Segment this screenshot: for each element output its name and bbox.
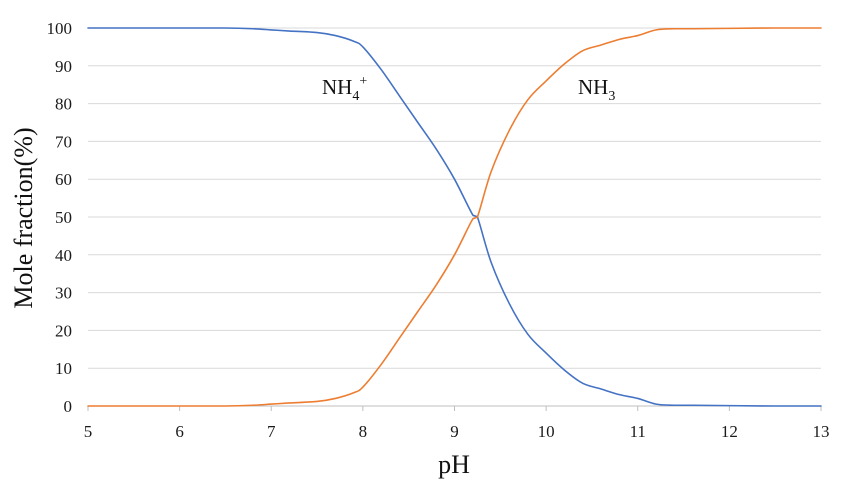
x-tick-7: 7	[267, 422, 276, 441]
y-axis-title: Mole fraction(%)	[9, 127, 38, 308]
y-tick-40: 40	[55, 246, 72, 265]
x-tick-12: 12	[721, 422, 738, 441]
x-tick-5: 5	[84, 422, 93, 441]
y-tick-70: 70	[55, 132, 72, 151]
x-tick-6: 6	[175, 422, 184, 441]
y-tick-80: 80	[55, 95, 72, 114]
y-tick-30: 30	[55, 284, 72, 303]
x-tick-13: 13	[813, 422, 830, 441]
y-tick-0: 0	[64, 397, 73, 416]
x-tick-10: 10	[538, 422, 555, 441]
y-tick-60: 60	[55, 170, 72, 189]
y-gridlines	[88, 27, 821, 369]
y-tick-100: 100	[47, 19, 73, 38]
x-axis-title: pH	[438, 450, 470, 479]
y-tick-50: 50	[55, 208, 72, 227]
y-tick-20: 20	[55, 321, 72, 340]
series-lines	[87, 27, 822, 407]
x-tick-9: 9	[450, 422, 459, 441]
series-label-nh4: NH4+	[322, 74, 367, 104]
series-line-nh4	[87, 27, 822, 407]
y-tick-10: 10	[55, 359, 72, 378]
y-tick-90: 90	[55, 57, 72, 76]
y-tick-labels: 0 10 20 30 40 50 60 70 80 90 100	[47, 19, 73, 416]
series-line-nh3	[87, 27, 822, 407]
x-tick-labels: 5 6 7 8 9 10 11 12 13	[84, 422, 830, 441]
x-tick-8: 8	[359, 422, 368, 441]
x-tick-11: 11	[630, 422, 646, 441]
x-tick-marks	[87, 406, 822, 411]
series-label-nh3: NH3	[578, 75, 615, 104]
